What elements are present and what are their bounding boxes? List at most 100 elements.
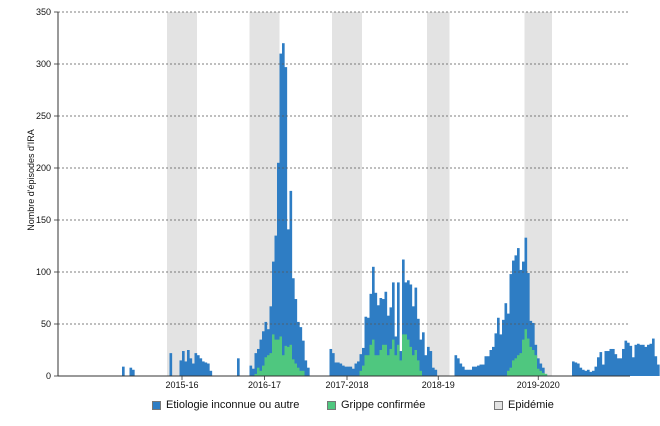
bar-unknown-44: [202, 361, 205, 376]
bar-unknown-76: [282, 43, 285, 376]
bar-confirmed-129: [414, 350, 418, 376]
bar-unknown-78: [287, 229, 290, 376]
bar-confirmed-180: [542, 372, 545, 376]
bar-confirmed-114: [377, 355, 380, 376]
bar-confirmed-178: [537, 368, 540, 376]
bar-unknown-38: [187, 350, 190, 376]
y-axis-label: Nombre d'épisodes d'IRA: [26, 129, 36, 231]
bar-confirmed-174: [527, 338, 530, 376]
x-tick-3: 2018-19: [422, 380, 455, 390]
bar-unknown-136: [432, 367, 435, 376]
bar-unknown-166: [507, 313, 510, 376]
y-tick-300: 300: [36, 59, 51, 69]
epidemic-band-3: [427, 12, 450, 376]
bar-confirmed-75: [279, 336, 283, 376]
bar-confirmed-112: [372, 339, 375, 376]
bar-confirmed-123: [399, 360, 403, 376]
bar-confirmed-70: [267, 355, 270, 376]
bar-unknown-81: [294, 299, 298, 376]
bar-unknown-77: [284, 67, 288, 377]
bar-unknown-109: [364, 316, 368, 376]
bar-unknown-221: [644, 346, 648, 376]
bar-confirmed-131: [419, 370, 423, 376]
bar-unknown-170: [517, 248, 520, 376]
bar-unknown-40: [192, 363, 195, 376]
bar-unknown-157: [484, 356, 488, 376]
bar-unknown-116: [382, 299, 385, 376]
bar-confirmed-115: [379, 350, 383, 376]
x-tick-2: 2017-2018: [325, 380, 368, 390]
bar-confirmed-71: [269, 353, 273, 376]
bar-unknown-74: [277, 162, 280, 376]
bar-unknown-58: [237, 358, 240, 376]
bar-unknown-16: [132, 369, 135, 376]
legend-swatch-unknown: [152, 400, 161, 410]
bar-confirmed-130: [417, 360, 420, 376]
bar-unknown-82: [297, 321, 300, 376]
bar-confirmed-65: [254, 373, 258, 376]
bar-unknown-209: [614, 354, 618, 376]
bar-unknown-168: [512, 260, 515, 376]
bar-unknown-195: [579, 367, 583, 376]
bar-confirmed-126: [407, 339, 410, 376]
bar-unknown-205: [604, 351, 608, 376]
legend-item-epidemic: Epidémie: [494, 399, 554, 411]
bar-unknown-102: [347, 366, 350, 376]
bar-unknown-210: [617, 358, 620, 376]
bar-confirmed-74: [277, 339, 280, 376]
bar-unknown-70: [267, 329, 270, 376]
bar-confirmed-81: [294, 363, 298, 376]
bar-unknown-104: [352, 368, 355, 376]
bar-unknown-169: [514, 255, 518, 376]
bar-unknown-120: [392, 282, 395, 376]
bar-unknown-146: [457, 358, 460, 376]
bar-unknown-223: [649, 343, 653, 376]
y-tick-350: 350: [36, 7, 51, 17]
bar-confirmed-167: [509, 367, 513, 376]
bar-confirmed-117: [384, 344, 388, 376]
bar-unknown-130: [417, 318, 420, 376]
bar-unknown-159: [489, 350, 493, 376]
bar-unknown-124: [402, 259, 405, 376]
bar-unknown-218: [637, 343, 640, 376]
bar-unknown-162: [497, 317, 500, 376]
bar-unknown-103: [349, 366, 353, 376]
bar-confirmed-79: [289, 344, 293, 376]
bar-unknown-219: [639, 344, 643, 376]
bar-unknown-47: [209, 370, 213, 376]
bar-unknown-98: [337, 362, 340, 376]
legend: Etiologie inconnue ou autre Grippe confi…: [0, 396, 660, 418]
bar-unknown-112: [372, 266, 375, 376]
bar-unknown-37: [184, 361, 188, 376]
bar-unknown-217: [634, 344, 638, 376]
bar-unknown-133: [424, 355, 428, 376]
x-tick-0: 2015-16: [165, 380, 198, 390]
legend-swatch-confirmed: [327, 400, 336, 410]
bar-unknown-201: [594, 366, 598, 376]
bar-unknown-42: [197, 355, 200, 376]
bar-unknown-69: [264, 321, 268, 376]
bar-confirmed-78: [287, 346, 290, 376]
bar-unknown-174: [527, 273, 530, 376]
bar-unknown-128: [412, 306, 415, 376]
bar-unknown-114: [377, 305, 380, 376]
bar-unknown-101: [344, 366, 348, 376]
bar-confirmed-177: [534, 355, 538, 376]
bar-unknown-212: [622, 348, 625, 376]
bar-confirmed-122: [397, 344, 400, 376]
bar-confirmed-82: [297, 367, 300, 376]
bar-unknown-220: [642, 344, 645, 376]
y-tick-100: 100: [36, 267, 51, 277]
axes: 0 50 100 150 200 250 300 350 2015-16 2016-17 2017-…: [36, 7, 630, 390]
bar-unknown-206: [607, 351, 610, 376]
bar-confirmed-120: [392, 339, 395, 376]
grid: [58, 11, 630, 325]
bar-confirmed-170: [517, 355, 520, 376]
bar-unknown-158: [487, 356, 490, 376]
bar-unknown-127: [409, 284, 413, 376]
bar-unknown-96: [332, 353, 335, 376]
bar-confirmed-119: [389, 348, 393, 376]
bar-unknown-200: [592, 370, 595, 376]
bar-unknown-204: [602, 364, 605, 376]
bar-unknown-161: [494, 333, 498, 376]
